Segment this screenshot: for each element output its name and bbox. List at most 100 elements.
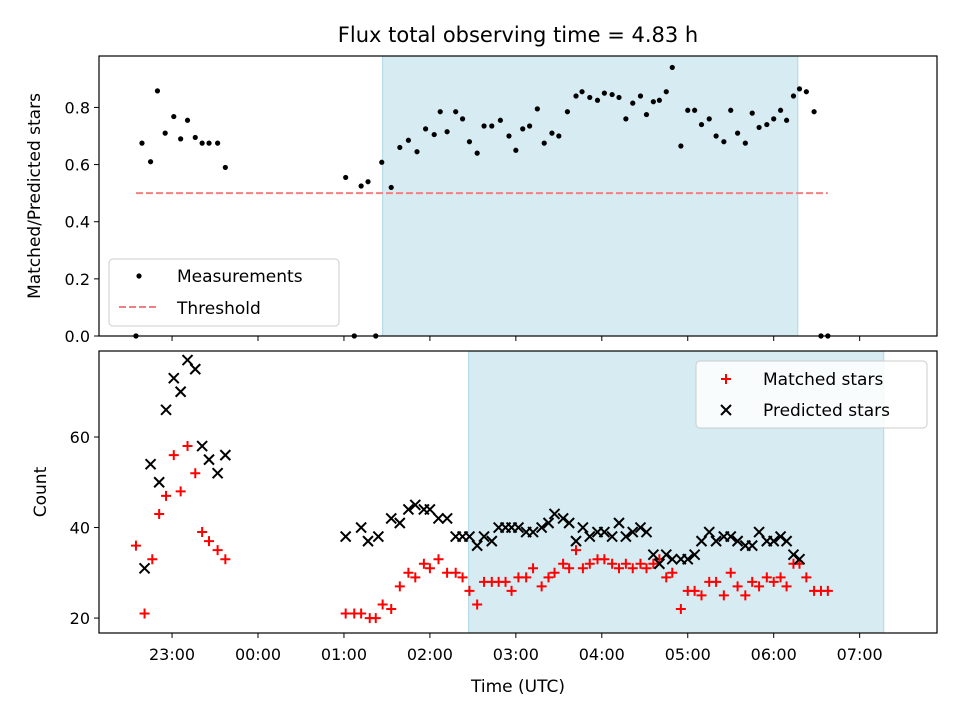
data-point — [203, 453, 215, 466]
data-point — [409, 499, 421, 511]
data-point — [520, 126, 526, 132]
data-point — [740, 590, 751, 601]
data-point — [423, 126, 429, 132]
data-point — [571, 545, 582, 556]
data-point — [162, 130, 168, 136]
data-point — [647, 548, 660, 561]
data-point — [803, 89, 809, 95]
x-tick-label: 05:00 — [665, 645, 711, 664]
data-point — [372, 530, 385, 543]
data-point — [199, 140, 205, 146]
data-point — [764, 121, 770, 128]
x-axis-label: Time (UTC) — [470, 677, 565, 697]
plot-area — [130, 354, 833, 624]
data-point — [660, 548, 672, 561]
data-point — [731, 535, 744, 547]
data-point — [627, 563, 638, 574]
data-point — [471, 539, 483, 552]
data-point — [403, 567, 414, 578]
data-point — [734, 130, 741, 136]
data-point — [190, 468, 201, 479]
data-point — [742, 140, 748, 146]
data-point — [414, 149, 420, 155]
data-point — [775, 572, 786, 583]
data-point — [692, 107, 698, 113]
data-point — [688, 548, 701, 561]
axes-frame — [98, 55, 938, 337]
data-point — [489, 123, 495, 129]
data-point — [192, 134, 198, 141]
data-point — [793, 553, 806, 565]
x-tick-label: 07:00 — [837, 645, 883, 664]
data-point — [512, 521, 525, 534]
legend-box — [108, 258, 340, 327]
data-point — [189, 363, 201, 375]
data-point — [174, 386, 187, 398]
y-axis-label: Matched/Predicted stars — [25, 93, 45, 299]
data-point — [623, 116, 629, 122]
data-point — [783, 117, 790, 123]
data-point — [609, 91, 615, 98]
data-point — [160, 404, 172, 416]
data-point — [695, 535, 708, 547]
data-point — [732, 581, 743, 592]
data-point — [635, 558, 646, 569]
data-point — [418, 558, 429, 569]
data-point — [634, 521, 647, 534]
data-point — [790, 93, 797, 99]
data-point — [521, 572, 532, 583]
data-point — [542, 517, 555, 529]
data-point — [579, 89, 585, 95]
data-point — [728, 107, 734, 113]
data-point — [153, 476, 165, 488]
data-point — [594, 97, 601, 103]
data-point — [459, 116, 466, 122]
data-point — [613, 517, 625, 529]
x-tick-label: 23:00 — [149, 645, 195, 664]
data-point — [616, 94, 622, 101]
data-point — [607, 558, 618, 569]
data-point — [379, 159, 385, 165]
data-point — [650, 99, 656, 105]
legend-label-matched: Matched stars — [763, 370, 883, 390]
data-point — [630, 100, 636, 106]
data-point — [464, 585, 475, 596]
legend-box — [695, 360, 928, 429]
data-point — [675, 604, 686, 615]
data-point — [661, 572, 672, 583]
data-point — [472, 599, 483, 610]
data-point — [787, 548, 800, 561]
data-point — [613, 563, 624, 574]
data-point — [196, 440, 208, 452]
data-point — [711, 576, 722, 587]
data-point — [386, 604, 397, 615]
data-point — [370, 613, 381, 624]
data-point — [767, 535, 780, 547]
data-point — [441, 512, 453, 525]
data-point — [222, 164, 228, 171]
data-point — [781, 581, 792, 592]
data-point — [669, 64, 675, 71]
data-point — [682, 553, 694, 565]
data-point — [139, 608, 150, 619]
data-point — [410, 572, 421, 583]
data-point — [584, 530, 596, 543]
y-tick-label: 40 — [70, 519, 90, 538]
data-point — [474, 150, 480, 156]
x-tick-label: 03:00 — [493, 645, 539, 664]
y-tick-label: 0.4 — [65, 213, 90, 232]
data-point — [698, 121, 705, 128]
legend-label-threshold: Threshold — [176, 299, 261, 319]
data-point — [648, 558, 659, 569]
data-point — [541, 140, 547, 146]
data-point — [377, 599, 388, 610]
legend-marker-matched — [721, 374, 731, 384]
data-point — [796, 86, 803, 92]
y-tick-label: 0.0 — [65, 327, 90, 346]
y-tick-label: 0.6 — [65, 156, 90, 175]
data-point — [184, 117, 191, 123]
data-point — [601, 90, 607, 96]
data-point — [197, 527, 208, 538]
data-point — [513, 147, 519, 153]
data-point — [725, 567, 736, 578]
